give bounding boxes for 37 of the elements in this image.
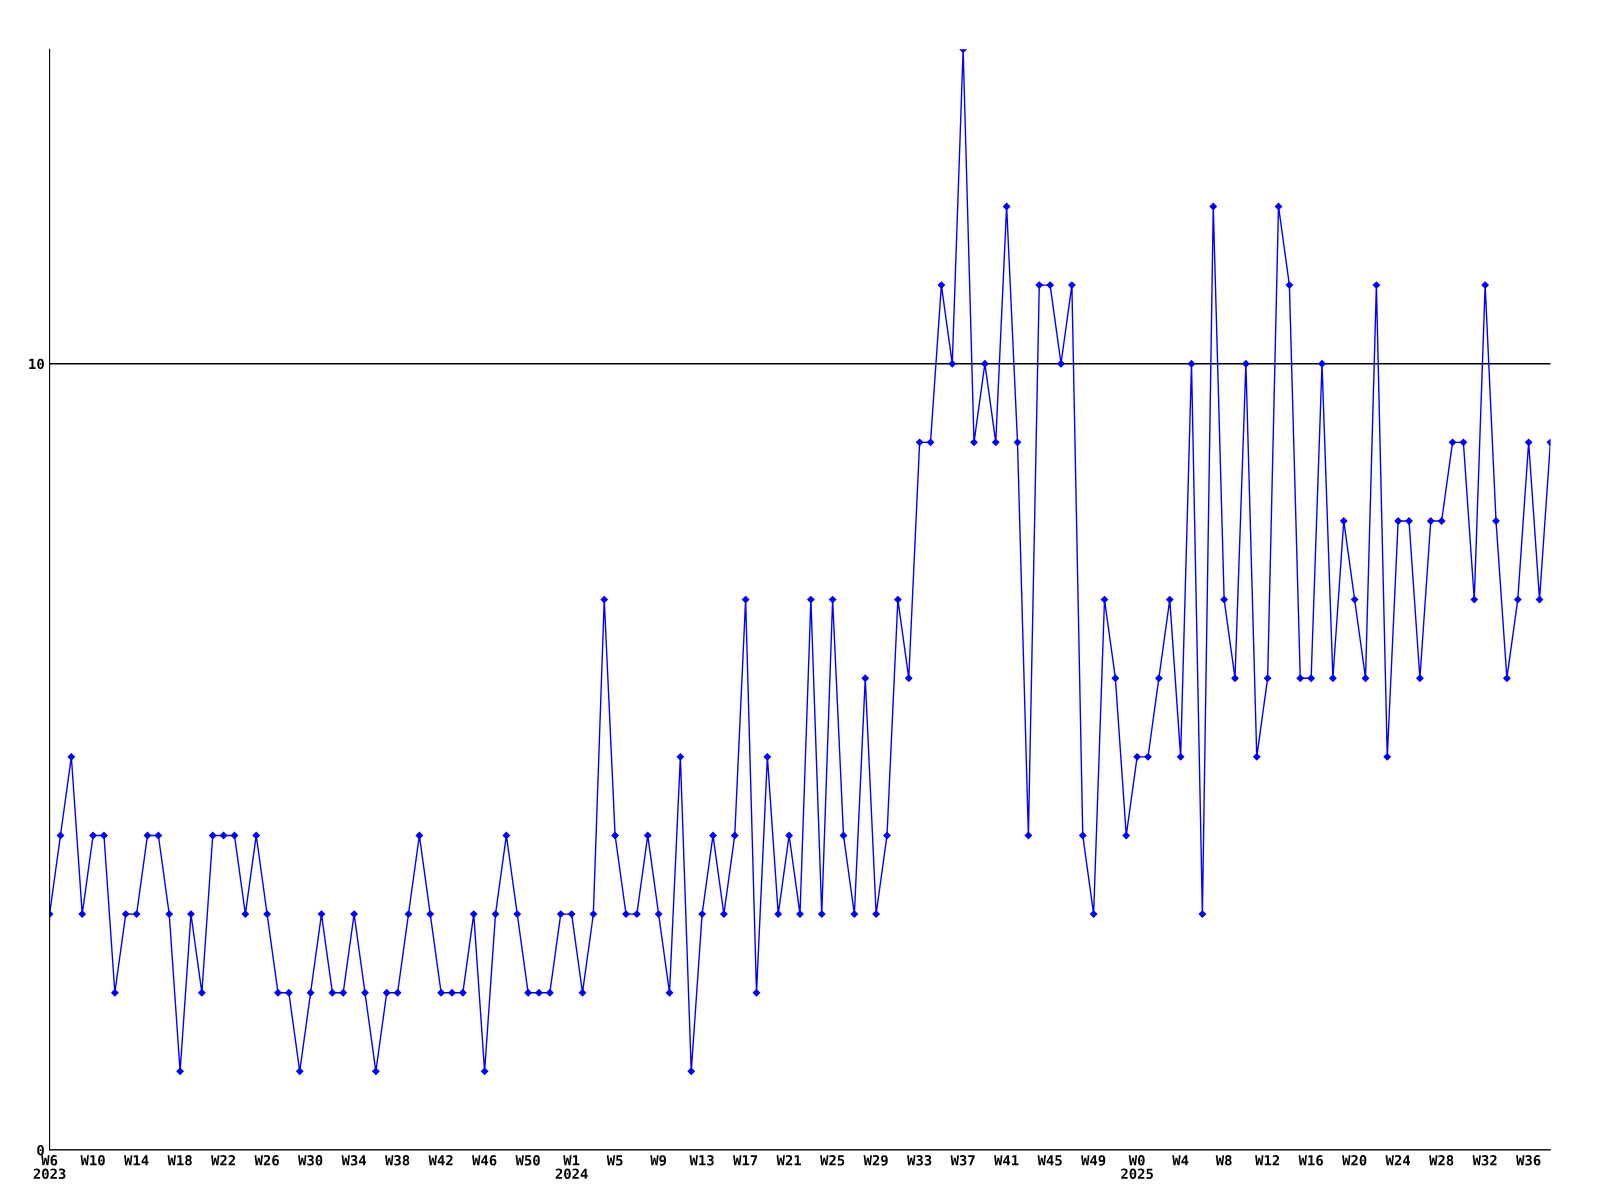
x-tick-label: W1 2024 xyxy=(555,1155,588,1180)
y-tick-label: 10 xyxy=(29,358,44,370)
x-tick-label: W22 xyxy=(211,1155,235,1166)
x-tick-label: W18 xyxy=(167,1155,192,1166)
x-tick-label: W32 xyxy=(1472,1155,1497,1166)
x-tick-label: W17 xyxy=(733,1155,758,1166)
x-tick-label: W38 xyxy=(385,1155,410,1166)
x-tick-label: W5 xyxy=(606,1155,623,1166)
x-tick-label: W8 xyxy=(1215,1155,1232,1166)
x-tick-label: W9 xyxy=(650,1155,667,1166)
x-tick-label: W34 xyxy=(341,1155,367,1166)
x-tick-label: W12 xyxy=(1255,1155,1280,1166)
x-tick-label: W13 xyxy=(689,1155,714,1166)
x-tick-label: W6 2023 xyxy=(33,1155,66,1180)
x-tick-label: W29 xyxy=(863,1155,888,1166)
x-tick-label: W16 xyxy=(1298,1155,1323,1166)
x-tick-label: W0 2025 xyxy=(1121,1155,1153,1180)
x-tick-label: W10 xyxy=(80,1155,105,1166)
x-tick-label: W25 xyxy=(820,1155,845,1166)
x-tick-label: W20 xyxy=(1342,1155,1367,1166)
x-tick-label: W50 xyxy=(515,1155,540,1166)
x-tick-label: W30 xyxy=(298,1155,323,1166)
x-tick-label: W33 xyxy=(907,1155,932,1166)
x-tick-label: W49 xyxy=(1081,1155,1106,1166)
x-tick-label: W46 xyxy=(472,1155,497,1166)
x-tick-label: W26 xyxy=(254,1155,279,1166)
x-tick-label: W28 xyxy=(1429,1155,1454,1166)
x-tick-label: W36 xyxy=(1516,1155,1541,1166)
y-tick-label: 0 xyxy=(37,1144,44,1156)
x-tick-label: W24 xyxy=(1385,1155,1411,1166)
x-tick-label: W21 xyxy=(776,1155,801,1166)
x-tick-label: W45 xyxy=(1037,1155,1062,1166)
x-tick-label: W42 xyxy=(428,1155,453,1166)
x-tick-label: W37 xyxy=(950,1155,975,1166)
x-tick-label: W14 xyxy=(124,1155,149,1166)
x-tick-label: W4 xyxy=(1172,1155,1189,1166)
x-tick-label: W41 xyxy=(994,1155,1019,1166)
